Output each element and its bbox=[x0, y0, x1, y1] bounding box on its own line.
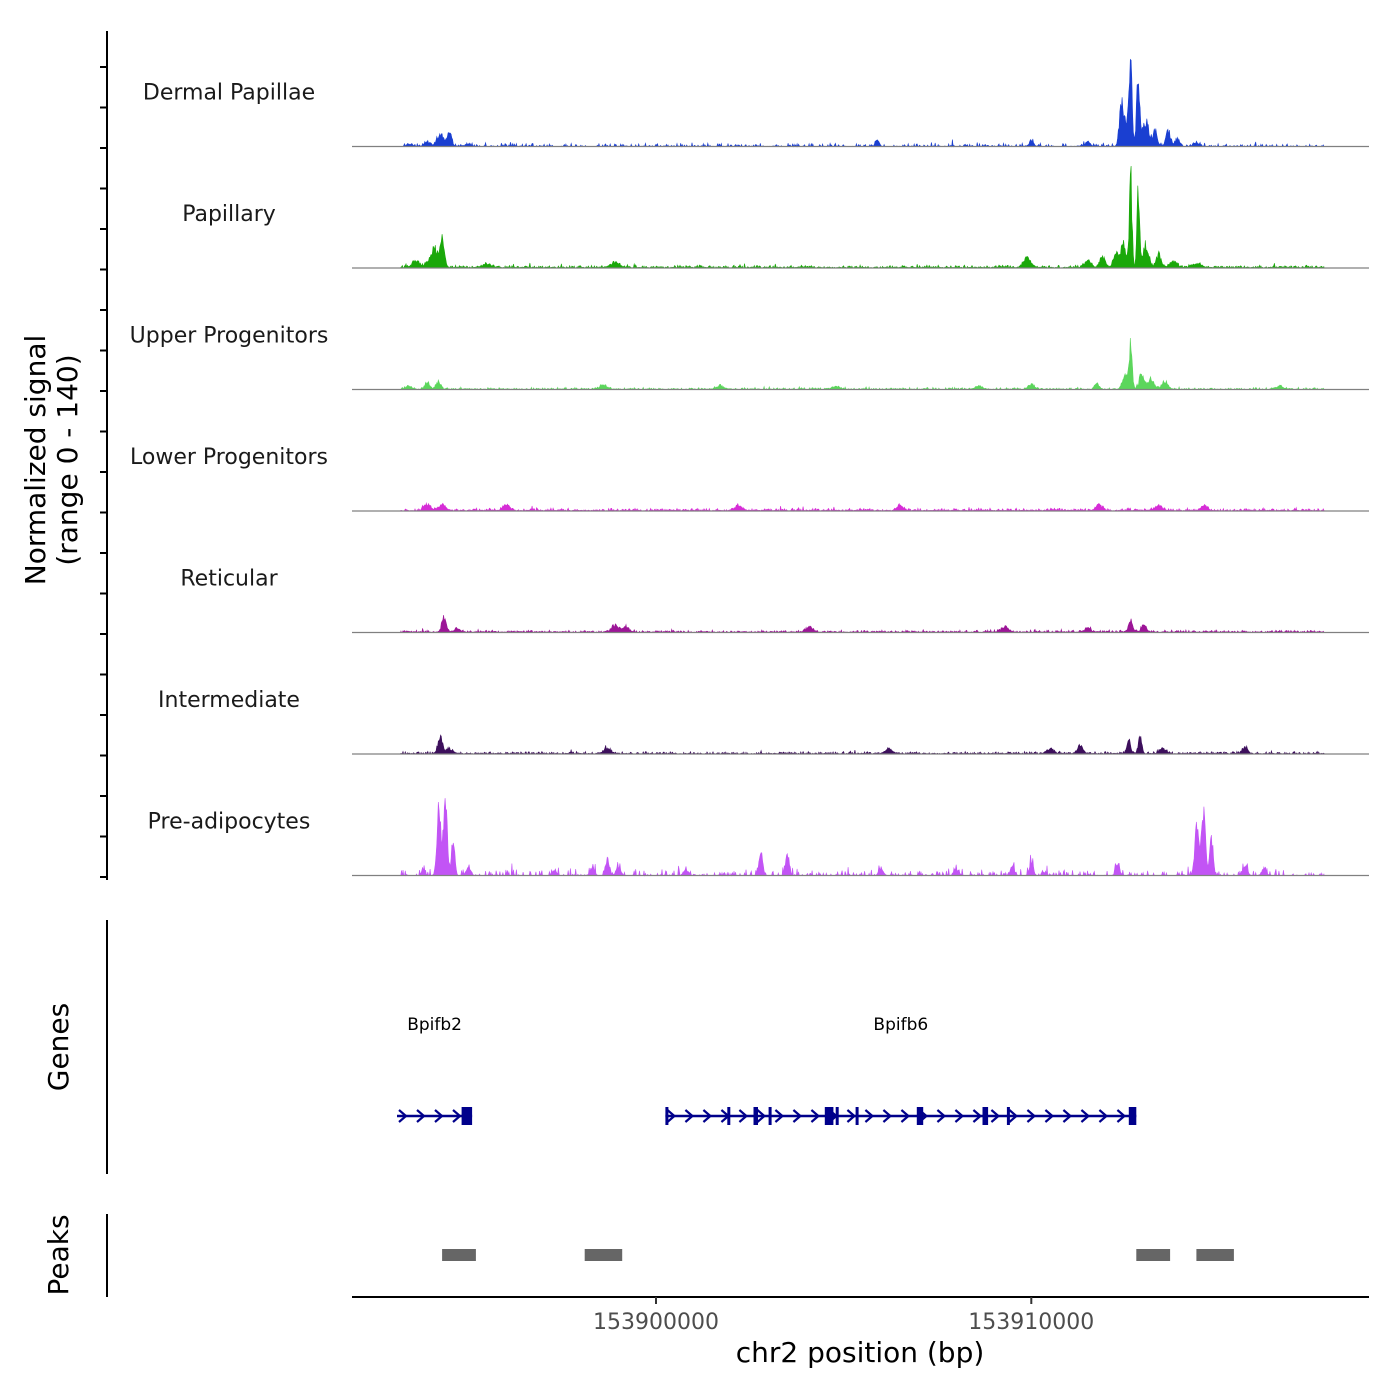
exon bbox=[982, 1107, 989, 1125]
exon bbox=[824, 1107, 834, 1125]
coverage-area bbox=[400, 165, 1325, 270]
exon bbox=[835, 1107, 839, 1125]
coverage-track-intermediate: Intermediate bbox=[158, 688, 1369, 755]
exon bbox=[916, 1107, 924, 1125]
coverage-track-pre-adipocytes: Pre-adipocytes bbox=[148, 798, 1369, 877]
track-label: Intermediate bbox=[158, 688, 300, 713]
strand-arrow bbox=[1008, 1109, 1019, 1123]
strand-arrow bbox=[416, 1109, 426, 1123]
coverage-area bbox=[400, 615, 1325, 634]
track-label: Pre-adipocytes bbox=[148, 810, 311, 835]
gene-label: Bpifb6 bbox=[873, 1015, 928, 1035]
x-axis-title: chr2 position (bp) bbox=[736, 1336, 985, 1369]
x-tick-label: 153910000 bbox=[968, 1310, 1094, 1335]
gene-bpifb2: Bpifb2 bbox=[397, 1015, 473, 1125]
genes-axis-title: Genes bbox=[42, 1003, 75, 1091]
strand-arrow bbox=[972, 1109, 983, 1123]
peak-region bbox=[1136, 1249, 1171, 1261]
track-label: Papillary bbox=[182, 202, 276, 227]
strand-arrow bbox=[1080, 1109, 1091, 1123]
strand-arrow bbox=[810, 1109, 821, 1123]
coverage-tracks: Dermal Papillae Papillary Upper Progenitor… bbox=[130, 58, 1369, 877]
coverage-track-dermal-papillae: Dermal Papillae bbox=[143, 58, 1369, 148]
strand-arrow bbox=[1044, 1109, 1055, 1123]
exon bbox=[727, 1107, 731, 1125]
strand-arrow bbox=[398, 1109, 408, 1123]
strand-arrow bbox=[990, 1109, 1001, 1123]
strand-arrow bbox=[1026, 1109, 1037, 1123]
coverage-area bbox=[400, 734, 1325, 755]
strand-arrow bbox=[684, 1109, 695, 1123]
x-tick-label: 153900000 bbox=[593, 1310, 719, 1335]
exon bbox=[753, 1107, 758, 1125]
exon bbox=[1128, 1107, 1137, 1125]
exon bbox=[855, 1107, 859, 1125]
strand-arrow bbox=[666, 1109, 677, 1123]
strand-arrow bbox=[434, 1109, 444, 1123]
strand-arrow bbox=[738, 1109, 749, 1123]
x-axis-ticks: 153900000 153910000 bbox=[593, 1297, 1094, 1335]
coverage-area bbox=[400, 798, 1325, 877]
coverage-track-upper-progenitors: Upper Progenitors bbox=[130, 324, 1369, 391]
strand-arrow bbox=[774, 1109, 785, 1123]
peak-region bbox=[1196, 1249, 1234, 1261]
exon bbox=[665, 1107, 669, 1125]
coverage-area bbox=[400, 58, 1325, 148]
strand-arrow bbox=[702, 1109, 713, 1123]
strand-arrow bbox=[1116, 1109, 1127, 1123]
peak-region bbox=[584, 1249, 623, 1261]
gene-label: Bpifb2 bbox=[407, 1015, 462, 1035]
exon bbox=[1006, 1107, 1010, 1125]
strand-arrow bbox=[882, 1109, 893, 1123]
track-label: Lower Progenitors bbox=[130, 445, 328, 470]
coverage-area bbox=[400, 337, 1325, 391]
signal-y-axis-ticks bbox=[100, 66, 107, 878]
peak-annotation-track bbox=[442, 1249, 1234, 1261]
track-label: Dermal Papillae bbox=[143, 81, 315, 106]
coverage-track-papillary: Papillary bbox=[182, 165, 1369, 270]
coverage-track-reticular: Reticular bbox=[180, 567, 1369, 634]
exon bbox=[461, 1107, 473, 1125]
peak-region bbox=[442, 1249, 476, 1261]
y-axis-title: Normalized signal(range 0 - 140) bbox=[19, 335, 84, 586]
exon bbox=[768, 1107, 772, 1125]
strand-arrow bbox=[900, 1109, 911, 1123]
strand-arrow bbox=[846, 1109, 857, 1123]
strand-arrow bbox=[1062, 1109, 1073, 1123]
track-label: Upper Progenitors bbox=[130, 324, 329, 349]
strand-arrow bbox=[756, 1109, 767, 1123]
strand-arrow bbox=[936, 1109, 947, 1123]
track-label: Reticular bbox=[180, 567, 278, 592]
strand-arrow bbox=[452, 1109, 462, 1123]
y-axis-title-line: Normalized signal bbox=[19, 335, 52, 586]
strand-arrow bbox=[792, 1109, 803, 1123]
coverage-track-lower-progenitors: Lower Progenitors bbox=[130, 445, 1369, 512]
gene-bpifb6: Bpifb6 bbox=[665, 1015, 1137, 1125]
strand-arrow bbox=[1098, 1109, 1109, 1123]
peaks-axis-title: Peaks bbox=[42, 1214, 75, 1295]
strand-arrow bbox=[864, 1109, 875, 1123]
gene-annotation-track: Bpifb2 Bpifb6 bbox=[397, 1015, 1137, 1125]
y-axis-title-line: (range 0 - 140) bbox=[51, 354, 84, 565]
coverage-area bbox=[400, 501, 1325, 512]
strand-arrow bbox=[954, 1109, 965, 1123]
